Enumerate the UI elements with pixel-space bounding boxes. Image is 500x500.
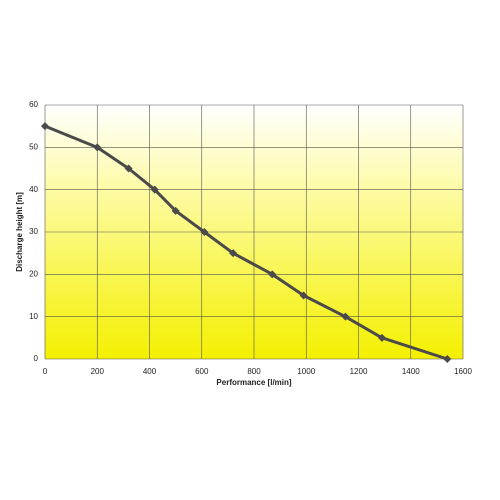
- x-tick-label: 1400: [402, 367, 420, 376]
- x-tick-label: 1600: [454, 367, 472, 376]
- y-tick-label: 20: [29, 269, 38, 278]
- data-point: [171, 206, 180, 215]
- x-tick-label: 1000: [297, 367, 315, 376]
- data-line: [44, 124, 448, 361]
- x-tick-label: 400: [143, 367, 157, 376]
- x-tick-label: 800: [247, 367, 261, 376]
- y-tick-label: 0: [34, 354, 39, 363]
- y-tick-label: 60: [29, 100, 38, 109]
- y-tick-label: 10: [29, 312, 38, 321]
- data-point: [41, 122, 49, 131]
- data-point: [299, 291, 308, 300]
- data-point: [229, 249, 238, 258]
- data-point: [378, 333, 387, 342]
- x-axis-title: Performance [l/min]: [216, 378, 291, 387]
- x-tick-label: 0: [43, 367, 48, 376]
- data-point: [200, 228, 209, 236]
- data-point: [443, 355, 452, 363]
- x-tick-label: 600: [195, 367, 209, 376]
- x-tick-label: 1200: [350, 367, 368, 376]
- y-axis-title: Discharge height [m]: [15, 192, 24, 272]
- data-point: [268, 270, 277, 279]
- x-tick-label: 200: [91, 367, 105, 376]
- y-tick-label: 40: [29, 185, 38, 194]
- y-tick-label: 50: [29, 142, 38, 151]
- y-tick-label: 30: [29, 227, 38, 236]
- data-point: [341, 312, 350, 321]
- data-point: [150, 185, 159, 194]
- data-point: [124, 164, 133, 173]
- data-point: [93, 143, 102, 152]
